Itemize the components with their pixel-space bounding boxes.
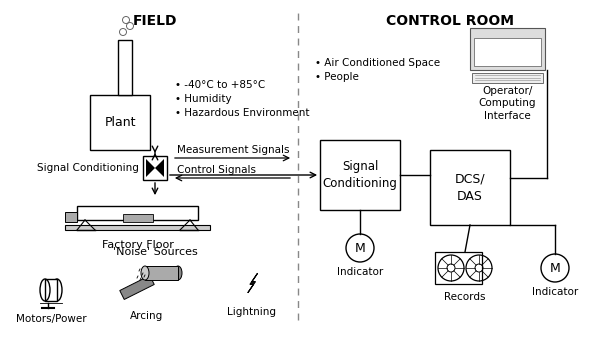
Ellipse shape	[174, 266, 182, 280]
Text: • Air Conditioned Space: • Air Conditioned Space	[315, 58, 440, 68]
Text: FIELD: FIELD	[133, 14, 177, 28]
Polygon shape	[146, 159, 155, 177]
Text: M: M	[550, 262, 560, 275]
Text: CONTROL ROOM: CONTROL ROOM	[386, 14, 514, 28]
Bar	[90, 95, 150, 150]
Polygon shape	[155, 159, 164, 177]
Bar	[65, 212, 77, 222]
Bar	[470, 28, 545, 70]
Text: Lightning: Lightning	[227, 307, 277, 317]
Text: Signal
Conditioning: Signal Conditioning	[323, 160, 397, 190]
Polygon shape	[248, 273, 257, 293]
Text: Plant: Plant	[104, 116, 136, 129]
Text: DCS/
DAS: DCS/ DAS	[455, 173, 485, 203]
Bar	[320, 140, 400, 210]
Text: Records: Records	[444, 292, 486, 302]
Polygon shape	[120, 276, 154, 299]
Text: Arcing: Arcing	[130, 311, 164, 321]
Text: Indicator: Indicator	[532, 287, 578, 297]
Text: • People: • People	[315, 72, 359, 82]
Bar	[435, 252, 482, 284]
Text: Indicator: Indicator	[337, 267, 383, 277]
Bar	[472, 73, 543, 83]
Text: M: M	[355, 241, 365, 254]
Bar	[77, 206, 198, 220]
Bar	[65, 225, 210, 230]
Text: 'Noise' Sources: 'Noise' Sources	[113, 247, 197, 257]
Text: Motors/Power: Motors/Power	[16, 314, 86, 324]
Text: • Hazardous Environment: • Hazardous Environment	[175, 108, 310, 118]
Text: Measurement Signals: Measurement Signals	[177, 145, 290, 155]
Bar	[45, 279, 57, 301]
Text: Control Signals: Control Signals	[177, 165, 256, 175]
Circle shape	[346, 234, 374, 262]
Bar	[145, 266, 178, 280]
Text: • Humidity: • Humidity	[175, 94, 232, 104]
Bar	[118, 40, 132, 95]
Circle shape	[541, 254, 569, 282]
Bar	[474, 38, 541, 66]
Ellipse shape	[141, 266, 149, 280]
Bar	[122, 214, 152, 222]
Text: Signal Conditioning: Signal Conditioning	[37, 163, 139, 173]
Text: Factory Floor: Factory Floor	[101, 240, 173, 250]
Text: Operator/
Computing
Interface: Operator/ Computing Interface	[479, 86, 536, 121]
Bar	[430, 150, 510, 225]
Text: • -40°C to +85°C: • -40°C to +85°C	[175, 80, 265, 90]
Bar	[143, 156, 167, 180]
